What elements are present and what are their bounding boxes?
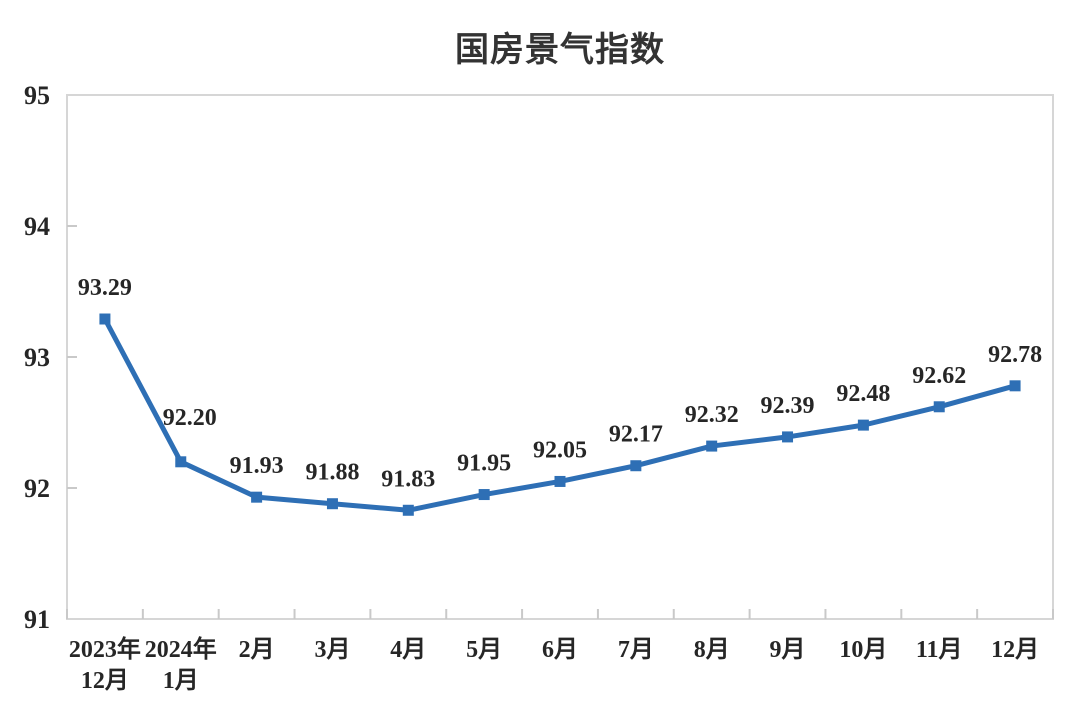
data-point-label: 92.48 — [836, 381, 890, 407]
x-axis-category-label: 4月 — [390, 637, 426, 663]
y-axis-tick-label: 92 — [24, 474, 50, 503]
x-axis-category-label: 2023年 — [69, 635, 141, 663]
data-point-marker — [554, 475, 566, 487]
data-point-marker — [933, 401, 945, 413]
x-axis-category-label: 3月 — [314, 637, 350, 663]
y-axis-tick-label: 95 — [24, 81, 50, 110]
x-axis-category-label: 2024年 — [145, 635, 217, 663]
data-point-marker — [251, 491, 263, 503]
data-point-label: 93.29 — [78, 275, 132, 301]
data-point-label: 91.95 — [457, 451, 511, 477]
plot-border — [66, 94, 1054, 620]
y-axis-tick-label: 94 — [24, 212, 50, 241]
chart-title: 国房景气指数 — [455, 31, 665, 69]
data-point-marker — [402, 504, 414, 516]
y-axis-tick-label: 93 — [24, 343, 50, 372]
data-point-marker — [175, 456, 187, 468]
data-point-label: 92.62 — [912, 363, 966, 389]
data-point-label: 92.05 — [533, 437, 587, 463]
x-axis-category-label: 10月 — [839, 637, 887, 663]
x-axis-category-label: 7月 — [618, 637, 654, 663]
x-axis-category-label: 9月 — [770, 637, 806, 663]
data-point-marker — [782, 431, 794, 443]
x-axis-category-label: 5月 — [466, 637, 502, 663]
data-point-marker — [706, 440, 718, 452]
x-axis-category-label: 11月 — [916, 637, 963, 663]
data-point-label: 91.83 — [381, 466, 435, 492]
data-point-marker — [326, 498, 338, 510]
data-point-marker — [478, 489, 490, 501]
x-axis-category-label: 1月 — [163, 668, 199, 694]
data-point-label: 92.32 — [685, 402, 739, 428]
data-point-label: 92.17 — [609, 422, 663, 448]
data-point-label: 91.93 — [230, 453, 284, 479]
data-point-label: 92.39 — [761, 393, 815, 419]
x-axis-category-label: 2月 — [239, 637, 275, 663]
data-point-marker — [857, 419, 869, 431]
data-point-label: 92.78 — [988, 342, 1042, 368]
data-point-marker — [99, 313, 111, 325]
data-point-marker — [630, 460, 642, 472]
x-axis-category-label: 6月 — [542, 637, 578, 663]
data-point-label: 92.20 — [163, 405, 217, 431]
x-axis-category-label: 12月 — [991, 637, 1039, 663]
y-axis-tick-label: 91 — [24, 605, 50, 634]
data-point-marker — [1009, 380, 1021, 392]
x-axis-category-label: 12月 — [81, 668, 129, 694]
x-axis-category-label: 8月 — [694, 637, 730, 663]
data-point-label: 91.88 — [305, 460, 359, 486]
